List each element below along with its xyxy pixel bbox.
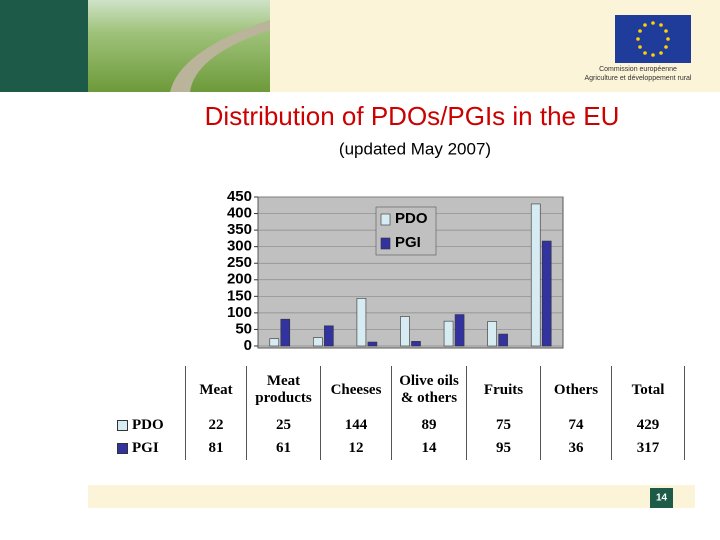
table-cell: 95 xyxy=(466,437,541,460)
table-cell: 14 xyxy=(391,437,467,460)
column-header: Cheeses xyxy=(320,366,392,414)
y-tick-label: 50 xyxy=(235,320,252,337)
table-cell: 429 xyxy=(611,414,685,437)
bar xyxy=(443,320,454,347)
data-table: Meat Meat products Cheeses Olive oils & oth… xyxy=(115,366,685,460)
bar xyxy=(498,333,508,347)
column-header: Meat products xyxy=(246,366,321,414)
bar xyxy=(269,338,280,347)
table-row: PGI 81 61 12 14 95 36 317 xyxy=(115,437,685,460)
chart-subtitle: (updated May 2007) xyxy=(339,139,491,158)
bar xyxy=(541,240,552,347)
table-cell: 89 xyxy=(391,414,467,437)
bar xyxy=(324,325,334,347)
column-header: Total xyxy=(611,366,685,414)
footer-band xyxy=(88,485,695,508)
y-tick-label: 350 xyxy=(227,221,252,238)
chart-title: Distribution of PDOs/PGIs in the EU xyxy=(205,101,620,131)
table-cell: 81 xyxy=(185,437,247,460)
table-cell: 36 xyxy=(540,437,612,460)
row-swatch xyxy=(117,420,128,432)
page-number-box xyxy=(650,488,673,508)
table-cell: 12 xyxy=(320,437,392,460)
row-header: PGI xyxy=(115,437,186,460)
bar xyxy=(487,321,497,347)
photo-wall xyxy=(170,20,270,92)
row-label: PGI xyxy=(132,440,159,456)
column-header: Olive oils & others xyxy=(391,366,467,414)
bar xyxy=(454,314,465,347)
bar xyxy=(356,298,367,347)
bar xyxy=(530,203,541,347)
table-cell: 74 xyxy=(540,414,612,437)
bar xyxy=(313,337,323,347)
column-header: Fruits xyxy=(466,366,541,414)
y-tick-label: 450 xyxy=(227,188,252,205)
row-swatch xyxy=(117,443,128,455)
bar xyxy=(400,316,410,347)
table-cell: 25 xyxy=(246,414,321,437)
y-tick-label: 200 xyxy=(227,271,252,288)
y-tick-label: 100 xyxy=(227,304,252,321)
bar xyxy=(411,341,421,347)
table-cell: 22 xyxy=(185,414,247,437)
legend-label: PDO xyxy=(395,210,428,227)
bar xyxy=(280,318,291,347)
flag-stars xyxy=(636,21,670,57)
bar xyxy=(367,341,378,347)
table-header-row: Meat Meat products Cheeses Olive oils & oth… xyxy=(115,366,685,414)
table-cell: 317 xyxy=(611,437,685,460)
column-header: Meat xyxy=(185,366,247,414)
table-cell: 61 xyxy=(246,437,321,460)
y-tick-label: 150 xyxy=(227,287,252,304)
legend-swatch xyxy=(380,213,391,226)
org-name: Commission européenne xyxy=(599,66,677,73)
department-name: Agriculture et développement rural xyxy=(584,75,691,82)
y-tick-label: 0 xyxy=(244,337,252,354)
column-header: Others xyxy=(540,366,612,414)
legend-label: PGI xyxy=(395,234,421,251)
y-tick-label: 400 xyxy=(227,205,252,222)
legend-swatch xyxy=(380,237,391,250)
row-label: PDO xyxy=(132,417,164,433)
header-block xyxy=(0,0,88,92)
table-cell: 75 xyxy=(466,414,541,437)
row-header: PDO xyxy=(115,414,186,437)
y-tick-label: 300 xyxy=(227,238,252,255)
table-cell: 144 xyxy=(320,414,392,437)
table-corner xyxy=(115,366,186,414)
page-number: 14 xyxy=(656,493,668,504)
table-row: PDO 22 25 144 89 75 74 429 xyxy=(115,414,685,437)
y-tick-label: 250 xyxy=(227,254,252,271)
